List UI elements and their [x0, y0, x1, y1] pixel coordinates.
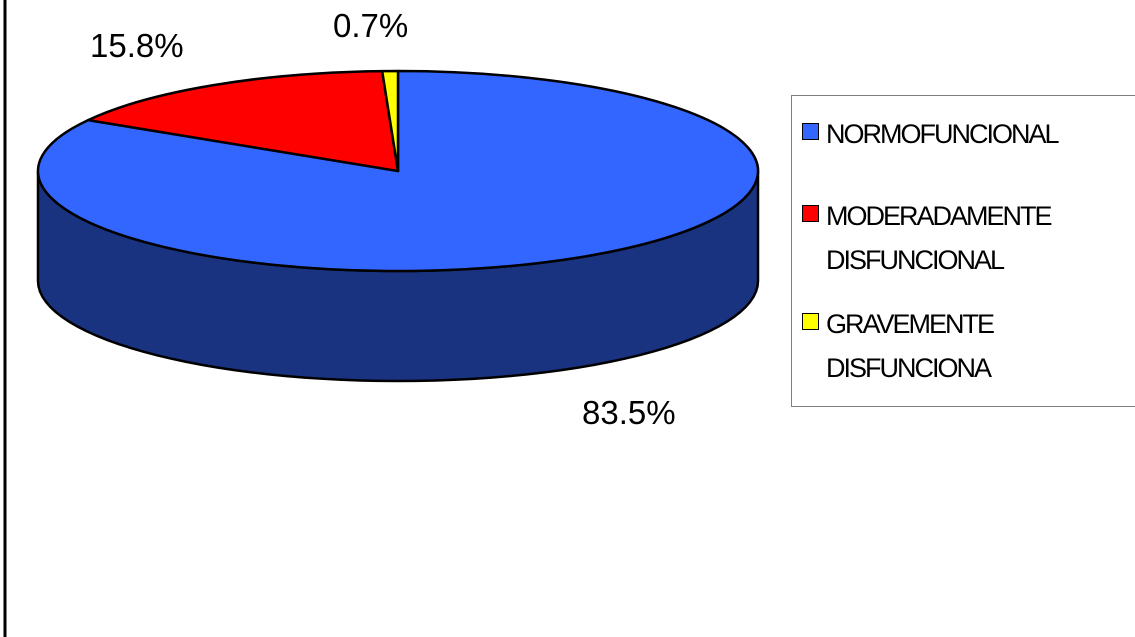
legend-text-gravemente-disfunciona: GRAVEMENTE DISFUNCIONA — [826, 309, 995, 383]
data-label-moderadamente-disfuncional: 15.8% — [90, 27, 184, 64]
legend-item-gravemente-disfunciona: GRAVEMENTE DISFUNCIONA — [802, 302, 995, 390]
pie-slice-gravemente-disfunciona — [380, 69, 400, 173]
legend-text-normofuncional: NORMOFUNCIONAL — [826, 119, 1060, 149]
data-label-normofuncional: 83.5% — [582, 394, 676, 431]
legend-item-normofuncional: NORMOFUNCIONAL — [802, 112, 1060, 156]
legend-swatch-blue — [802, 123, 819, 140]
data-label-gravemente-disfunciona: 0.7% — [333, 7, 409, 44]
pie-slice-moderadamente-disfuncional — [86, 69, 400, 173]
pie-group — [36, 69, 760, 383]
legend: NORMOFUNCIONAL MODERADAMENTE DISFUNCIONA… — [791, 95, 1135, 407]
legend-swatch-yellow — [802, 313, 819, 330]
legend-item-moderadamente-disfuncional: MODERADAMENTE DISFUNCIONAL — [802, 194, 1053, 282]
legend-swatch-red — [802, 205, 819, 222]
legend-text-moderadamente-disfuncional: MODERADAMENTE DISFUNCIONAL — [826, 201, 1053, 275]
